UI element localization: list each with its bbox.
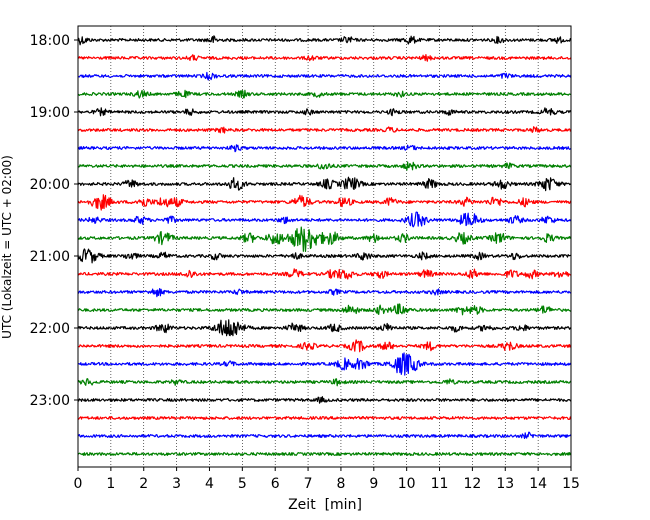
x-tick-label: 5 <box>238 476 247 492</box>
trace-line <box>77 126 572 134</box>
trace-line <box>77 339 572 353</box>
trace-line <box>77 431 572 440</box>
x-tick-label: 0 <box>74 476 83 492</box>
y-axis: 18:00 19:00 20:00 21:00 22:00 23:00 <box>30 33 78 409</box>
y-tick-label: 19:00 <box>30 105 70 121</box>
x-axis-title: Zeit [min] <box>288 497 362 513</box>
x-tick-label: 14 <box>529 476 547 492</box>
x-tick-label: 4 <box>205 476 214 492</box>
trace-line <box>77 268 572 280</box>
x-tick-label: 6 <box>271 476 280 492</box>
x-tick-label: 13 <box>496 476 514 492</box>
trace-line <box>77 378 572 387</box>
plot-frame <box>77 25 572 468</box>
trace-line <box>77 144 572 153</box>
trace-line <box>77 303 572 316</box>
x-tick-label: 11 <box>431 476 449 492</box>
trace-line <box>77 176 572 192</box>
y-tick-label: 20:00 <box>30 177 70 193</box>
y-axis-title: UTC (Lokalzeit = UTC + 02:00) <box>0 155 14 339</box>
y-tick-label: 21:00 <box>30 249 70 265</box>
trace-line <box>77 194 572 211</box>
y-tick-label: 22:00 <box>30 321 70 337</box>
x-tick-label: 10 <box>398 476 416 492</box>
x-tick-label: 12 <box>463 476 481 492</box>
trace-line <box>77 71 572 81</box>
trace-line <box>77 53 572 62</box>
x-tick-label: 7 <box>304 476 313 492</box>
trace-line <box>77 107 572 117</box>
y-tick-label: 23:00 <box>30 393 70 409</box>
trace-line <box>77 248 572 264</box>
trace-line <box>77 211 572 228</box>
trace-line <box>77 35 572 46</box>
trace-line <box>77 416 572 420</box>
trace-line <box>77 396 572 404</box>
trace-line <box>77 89 572 99</box>
trace-line <box>77 452 572 456</box>
trace-line <box>77 319 572 337</box>
x-tick-label: 15 <box>562 476 580 492</box>
y-tick-label: 18:00 <box>30 33 70 49</box>
x-axis: 0 1 2 3 4 5 6 7 8 9 10 11 12 13 14 15 <box>74 467 580 492</box>
trace-group <box>77 35 572 456</box>
x-tick-label: 9 <box>369 476 378 492</box>
x-tick-label: 3 <box>172 476 181 492</box>
trace-line <box>77 352 572 376</box>
x-tick-label: 1 <box>106 476 115 492</box>
trace-line <box>77 287 572 298</box>
trace-line <box>77 161 572 171</box>
trace-line <box>77 226 572 253</box>
x-tick-label: 8 <box>336 476 345 492</box>
x-tick-label: 2 <box>139 476 148 492</box>
